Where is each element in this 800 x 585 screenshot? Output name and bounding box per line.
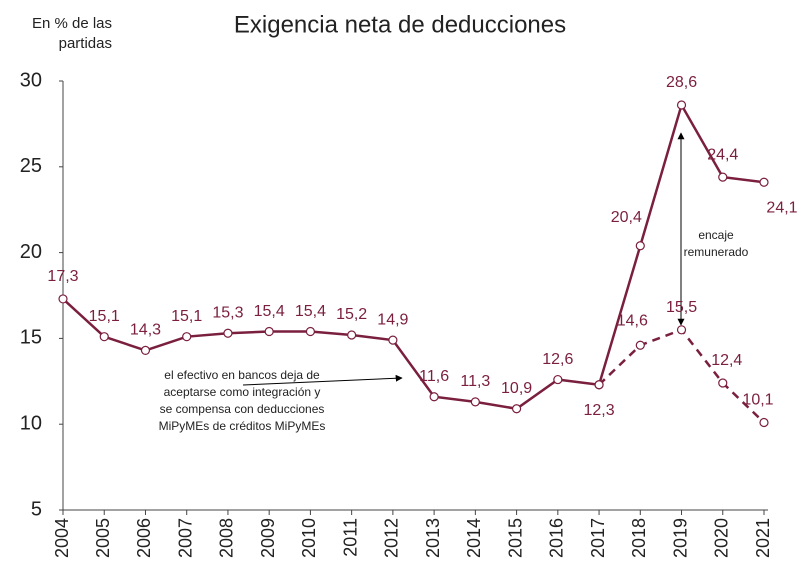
data-point [676,100,687,110]
chart-title: Exigencia neta de deducciones [234,11,566,38]
annotation: el efectivo en bancos deja de aceptarse c… [159,368,326,433]
data-point [759,417,769,428]
x-tick-label: 2017 [588,518,608,558]
data-label: 15,5 [666,299,697,316]
data-label: 24,1 [766,199,797,216]
data-label: 14,3 [130,322,161,339]
data-label: 15,1 [171,308,202,325]
x-tick-label: 2010 [299,518,319,558]
data-point [182,332,192,342]
series-line [62,101,765,411]
x-tick-label: 2018 [629,518,649,558]
series-line [598,328,765,424]
data-point [429,392,439,402]
data-point [305,326,316,337]
data-label: 15,3 [212,304,243,321]
x-tick-label: 2008 [217,518,237,558]
x-tick-label: 2013 [423,518,443,558]
x-tick-label: 2004 [52,518,72,558]
y-tick-label: 10 [20,412,42,434]
data-label: 11,6 [419,368,449,385]
data-point [511,404,522,414]
annotation-line: el efectivo en bancos deja de [164,368,320,382]
data-label: 20,4 [611,209,642,226]
x-tick-label: 2019 [670,518,690,558]
data-point [140,345,151,356]
annotation-arrow [242,374,403,386]
y-tick-label: 30 [20,69,42,91]
x-tick-label: 2012 [382,518,402,558]
x-tick-label: 2015 [505,518,525,558]
annotation-line: remunerado [684,245,749,259]
y-tick-label: 15 [20,327,42,349]
data-label: 10,1 [742,392,773,409]
x-tick-label: 2006 [134,518,154,558]
x-tick-label: 2021 [753,518,773,558]
data-point [676,325,687,335]
data-label: 15,1 [89,308,120,325]
data-point [223,328,233,338]
annotation: encaje remunerado [684,228,749,259]
data-label: 11,3 [460,373,490,390]
data-point [264,326,274,337]
data-point [99,332,109,342]
data-label: 15,4 [295,303,326,320]
data-point [718,172,728,182]
data-point [594,380,604,390]
y-axis-label: En % de las partidas [31,15,112,52]
data-label: 14,6 [617,312,648,329]
data-label: 14,9 [377,311,408,328]
data-point [58,294,68,304]
y-tick-label: 25 [20,155,42,177]
data-label: 24,4 [707,146,738,163]
data-label: 10,9 [501,380,532,397]
data-label: 28,6 [666,74,697,91]
data-point [759,177,769,187]
annotation-line: se compensa con deducciones [160,402,325,416]
data-label: 12,6 [542,351,573,368]
x-tick-label: 2009 [258,518,278,558]
x-tick-label: 2007 [175,518,195,558]
data-label: 15,2 [336,306,367,323]
data-point [718,378,728,388]
data-point [470,397,480,407]
x-tick-label: 2005 [93,518,113,558]
y-axis-label-box: En % de las partidas [31,15,112,52]
data-point [635,340,645,350]
data-point [347,330,357,340]
x-tick-label: 2016 [547,518,567,558]
data-label: 17,3 [47,268,78,285]
data-label: 12,3 [583,402,614,419]
annotation-line: encaje [698,228,734,242]
annotation-line: aceptarse como integración y [164,385,321,399]
x-tick-label: 2020 [712,518,732,558]
data-label: 12,4 [711,352,742,369]
y-tick-label: 5 [31,498,42,520]
annotation-line: MiPyMEs de créditos MiPyMEs [159,419,326,433]
x-tick-label: 2011 [340,518,360,557]
x-tick-label: 2014 [464,518,484,558]
data-point [635,241,645,251]
data-point [553,374,563,385]
y-tick-label: 20 [20,241,42,263]
data-point [388,335,398,345]
data-label: 15,4 [254,303,285,320]
